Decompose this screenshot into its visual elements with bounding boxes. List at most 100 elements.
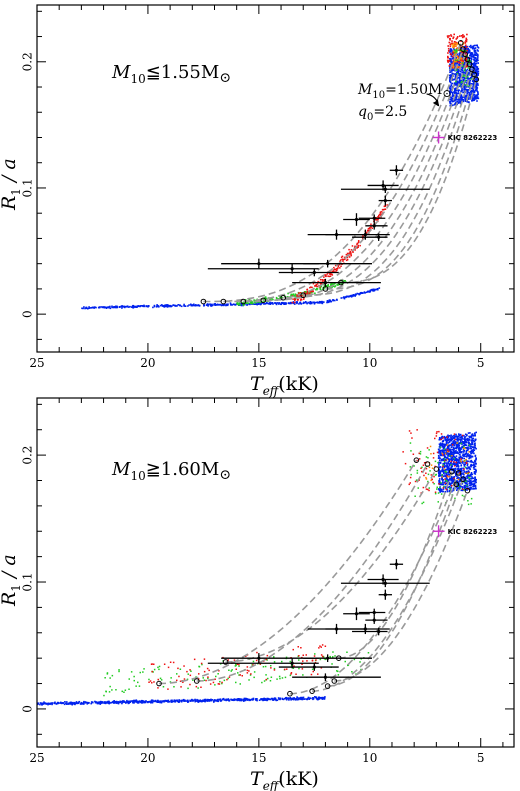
population-dot xyxy=(446,450,449,453)
population-dot xyxy=(315,697,318,700)
population-dot xyxy=(311,302,313,305)
population-dot xyxy=(439,461,442,464)
population-dot xyxy=(455,458,457,461)
population-dot xyxy=(446,481,449,483)
population-dot xyxy=(462,65,464,67)
population-dot xyxy=(458,486,461,488)
population-dot xyxy=(404,462,407,465)
population-dot xyxy=(382,208,384,211)
population-dot xyxy=(454,59,457,62)
population-dot xyxy=(248,303,250,305)
population-dot xyxy=(315,301,317,304)
population-dot xyxy=(457,60,460,63)
population-dot xyxy=(335,270,337,272)
population-dot xyxy=(463,434,465,437)
population-dot xyxy=(464,482,467,485)
population-dot xyxy=(422,486,425,489)
population-dot xyxy=(153,663,155,665)
population-dot xyxy=(471,90,474,92)
population-dot xyxy=(168,305,170,308)
population-dot xyxy=(461,35,463,37)
population-dot xyxy=(265,678,268,681)
population-dot xyxy=(321,698,323,700)
population-dot xyxy=(445,448,447,451)
population-dot xyxy=(242,699,244,702)
population-dot xyxy=(451,478,453,480)
population-dot xyxy=(468,82,471,85)
population-dot xyxy=(286,668,288,670)
population-dot xyxy=(464,41,466,43)
population-dot xyxy=(456,43,458,46)
population-dot xyxy=(192,679,194,681)
population-dot xyxy=(444,474,446,476)
population-dot xyxy=(451,95,454,98)
population-dot xyxy=(461,477,464,479)
population-dot xyxy=(111,305,113,308)
population-dot xyxy=(455,72,457,75)
population-dot xyxy=(360,658,362,660)
population-dot xyxy=(349,251,351,254)
population-dot xyxy=(453,103,456,106)
population-dot xyxy=(447,467,449,469)
population-dot xyxy=(471,452,474,454)
population-dot xyxy=(475,56,477,59)
population-dot xyxy=(474,442,476,445)
population-dot xyxy=(265,674,267,676)
population-dot xyxy=(55,702,58,705)
population-dot xyxy=(453,455,455,458)
population-dot xyxy=(97,701,100,703)
population-dot xyxy=(446,490,449,493)
population-dot xyxy=(471,75,473,78)
population-dot xyxy=(470,76,473,79)
model-track xyxy=(283,64,471,299)
population-dot xyxy=(447,442,450,444)
population-dot xyxy=(458,98,461,101)
population-dot xyxy=(459,85,462,87)
population-dot xyxy=(306,289,308,291)
population-dot xyxy=(119,306,121,308)
population-dot xyxy=(262,666,265,668)
model-track xyxy=(203,42,462,303)
population-dot xyxy=(454,465,456,467)
population-dot xyxy=(453,49,456,52)
population-dot xyxy=(264,296,266,299)
population-dot xyxy=(306,290,309,293)
population-dot xyxy=(251,302,254,305)
population-dot xyxy=(460,40,462,42)
population-dot xyxy=(310,291,312,294)
population-dot xyxy=(456,68,459,70)
population-dot xyxy=(330,273,332,276)
population-dot xyxy=(319,287,321,290)
population-dot xyxy=(473,44,476,47)
population-dot xyxy=(437,457,440,459)
population-dot xyxy=(457,57,459,59)
population-dot xyxy=(312,698,315,700)
population-dot xyxy=(236,698,239,701)
population-dot xyxy=(340,259,342,261)
population-dot xyxy=(456,42,458,44)
population-dot xyxy=(473,90,476,93)
population-dot xyxy=(447,466,449,468)
population-dot xyxy=(473,80,475,82)
population-dot xyxy=(444,470,446,473)
population-dot xyxy=(42,703,44,705)
population-dot xyxy=(117,702,120,705)
population-dot xyxy=(470,78,473,80)
population-dot xyxy=(425,472,427,474)
population-dot xyxy=(472,87,474,89)
population-dot xyxy=(460,102,462,104)
population-dot xyxy=(447,434,449,437)
population-dot xyxy=(464,99,467,101)
population-dot xyxy=(441,476,443,478)
population-dot xyxy=(447,450,450,453)
population-dot xyxy=(359,661,361,663)
population-dot xyxy=(468,457,470,460)
population-dot xyxy=(460,59,463,61)
population-dot xyxy=(95,306,97,309)
population-dot xyxy=(140,700,142,703)
population-dot xyxy=(452,51,454,54)
population-dot xyxy=(450,461,452,464)
population-dot xyxy=(83,700,85,703)
population-dot xyxy=(455,455,458,457)
population-dot xyxy=(466,68,469,71)
